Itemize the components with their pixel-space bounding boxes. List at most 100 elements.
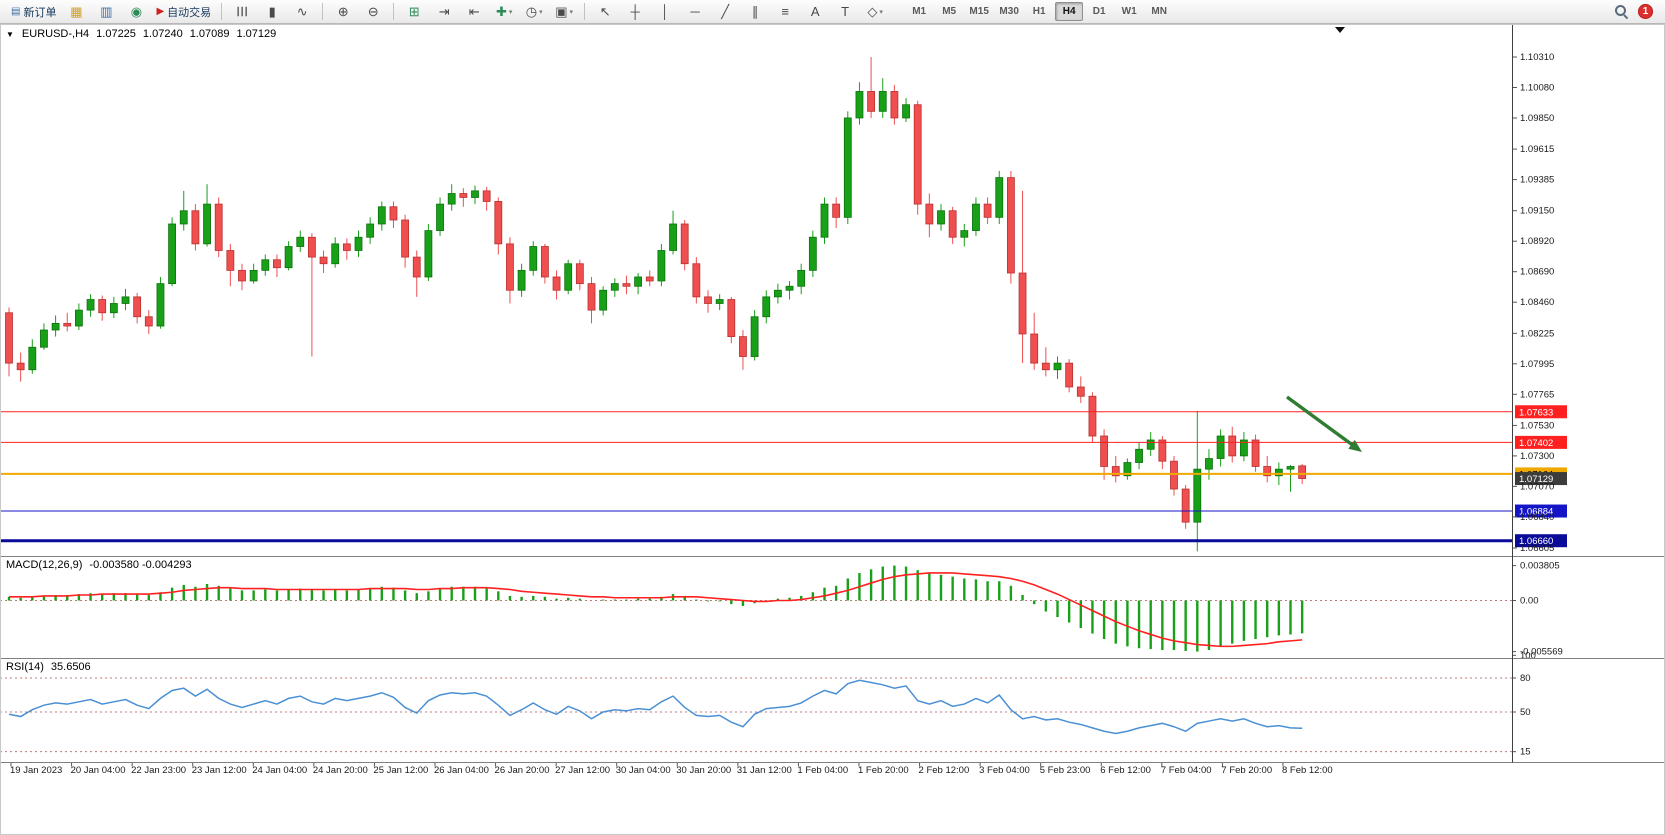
candle: [715, 299, 724, 304]
bar-chart-icon: ☰: [234, 5, 250, 18]
candle: [704, 296, 712, 304]
line-chart-button[interactable]: ∿: [288, 1, 316, 23]
trend-arrow-annotation[interactable]: [1285, 395, 1362, 452]
macd-axis-label: 0.00: [1520, 596, 1539, 607]
period-clock-button[interactable]: ◷ ▾: [520, 1, 548, 23]
time-axis-label: 3 Feb 04:00: [979, 765, 1030, 776]
candle: [331, 243, 340, 265]
price-axis-label: 1.08225: [1520, 328, 1554, 339]
channel-icon: ∥: [751, 4, 759, 19]
candle: [319, 256, 328, 265]
zoom-out-button[interactable]: ⊖: [359, 1, 387, 23]
timeframe-h4[interactable]: H4: [1055, 2, 1084, 21]
navigator-button[interactable]: ◉: [122, 1, 150, 23]
candle: [494, 201, 503, 245]
timeframe-m5[interactable]: M5: [942, 6, 957, 17]
vertical-line-button[interactable]: │: [651, 1, 679, 23]
candle: [51, 322, 60, 331]
templates-button[interactable]: ▣ ▾: [550, 1, 578, 23]
auto-scroll-button[interactable]: ⇥: [430, 1, 458, 23]
candle: [144, 316, 153, 327]
market-watch-button[interactable]: ▥: [92, 1, 120, 23]
chevron-down-icon: ▾: [569, 8, 574, 16]
rsi-title: RSI(14) 35.6506: [6, 661, 91, 673]
rsi-line: [8, 679, 1303, 735]
auto-scroll-icon: ⇥: [438, 4, 450, 19]
candle: [1286, 466, 1295, 470]
chart-shift-button[interactable]: ⇤: [460, 1, 488, 23]
rsi-axis-label: 100: [1520, 650, 1536, 661]
text-button[interactable]: A: [801, 1, 829, 23]
candle: [645, 276, 654, 282]
autotrade-button[interactable]: ▶ 自动交易: [152, 1, 215, 23]
candle: [1123, 462, 1132, 477]
timeframe-m30[interactable]: M30: [999, 6, 1019, 17]
candle: [680, 223, 689, 265]
candle: [1041, 362, 1050, 371]
crosshair-button[interactable]: ┼: [621, 1, 649, 23]
one-click-trading-toggle-icon[interactable]: ▼: [6, 29, 14, 39]
new-chart-button[interactable]: ✚ ▾: [490, 1, 518, 23]
timeframe-d1[interactable]: D1: [1092, 6, 1106, 17]
shapes-button[interactable]: ◇ ▾: [861, 1, 889, 23]
candle: [459, 193, 468, 198]
label-button[interactable]: T: [831, 1, 859, 23]
scroll-position-marker-icon[interactable]: [1335, 27, 1345, 33]
candle: [1158, 439, 1167, 462]
timeframe-mn[interactable]: MN: [1151, 6, 1167, 17]
time-axis-label: 6 Feb 12:00: [1100, 765, 1151, 776]
toolbar-separator: [393, 3, 395, 20]
timeframe-m1[interactable]: M1: [912, 6, 927, 17]
price-axis-label: 1.10310: [1520, 52, 1554, 63]
horizontal-line-button[interactable]: ─: [681, 1, 709, 23]
candle: [342, 243, 351, 251]
candle: [28, 346, 37, 371]
candle: [1228, 435, 1237, 457]
candle: [412, 256, 421, 278]
candle: [575, 263, 584, 285]
candle: [843, 117, 852, 218]
fibonacci-button[interactable]: ≡: [771, 1, 799, 23]
new-order-icon: ▤: [11, 5, 21, 17]
timeframe-h1[interactable]: H1: [1032, 6, 1046, 17]
toolbar-separator: [322, 3, 324, 20]
price-axis-label: 1.09385: [1520, 175, 1554, 186]
candle: [1193, 468, 1202, 523]
candle: [156, 283, 165, 327]
tile-windows-button[interactable]: ⊞: [400, 1, 428, 23]
chart-profiles-button[interactable]: ▦: [62, 1, 90, 23]
candle: [727, 299, 736, 338]
new-order-button[interactable]: ▤ 新订单: [7, 1, 60, 23]
timeframe-m15[interactable]: M15: [969, 6, 989, 17]
candle: [133, 296, 142, 318]
time-axis-label: 8 Feb 12:00: [1282, 765, 1333, 776]
rsi-axis-label: 80: [1520, 673, 1531, 684]
text-icon: A: [810, 4, 820, 19]
toolbar-groups: ▤ 新订单 ▦ ▥ ◉ ▶ 自动交易 ☰ ▮ ∿ ⊕ ⊖ ⊞ ⇥ ⇤ ✚ ▾ ◷ ▾ ▣ ▾ ↖ ┼ │ ─ ╱ ∥ ≡ A T ◇ ▾: [6, 0, 890, 23]
candlestick-chart-button[interactable]: ▮: [258, 1, 286, 23]
notification-badge[interactable]: 1: [1638, 4, 1653, 19]
candle: [16, 362, 25, 371]
rsi-axis-label: 50: [1520, 707, 1531, 718]
candle: [762, 296, 771, 318]
bar-chart-button[interactable]: ☰: [228, 1, 256, 23]
channel-button[interactable]: ∥: [741, 1, 769, 23]
label-icon: T: [841, 4, 850, 19]
chart-background: [0, 24, 1665, 835]
candle: [634, 276, 642, 287]
search-icon[interactable]: [1615, 5, 1628, 18]
candle: [832, 203, 841, 218]
timeframe-w1[interactable]: W1: [1121, 6, 1137, 17]
toolbar-separator: [221, 3, 223, 20]
candle: [517, 269, 526, 291]
cursor-button[interactable]: ↖: [591, 1, 619, 23]
trendline-button[interactable]: ╱: [711, 1, 739, 23]
zoom-in-button[interactable]: ⊕: [329, 1, 357, 23]
candle: [1135, 448, 1143, 463]
candle: [1298, 465, 1307, 479]
time-axis-label: 7 Feb 04:00: [1161, 765, 1212, 776]
candle: [471, 190, 479, 198]
candle: [622, 283, 631, 287]
price-axis-label: 1.07070: [1520, 481, 1554, 492]
